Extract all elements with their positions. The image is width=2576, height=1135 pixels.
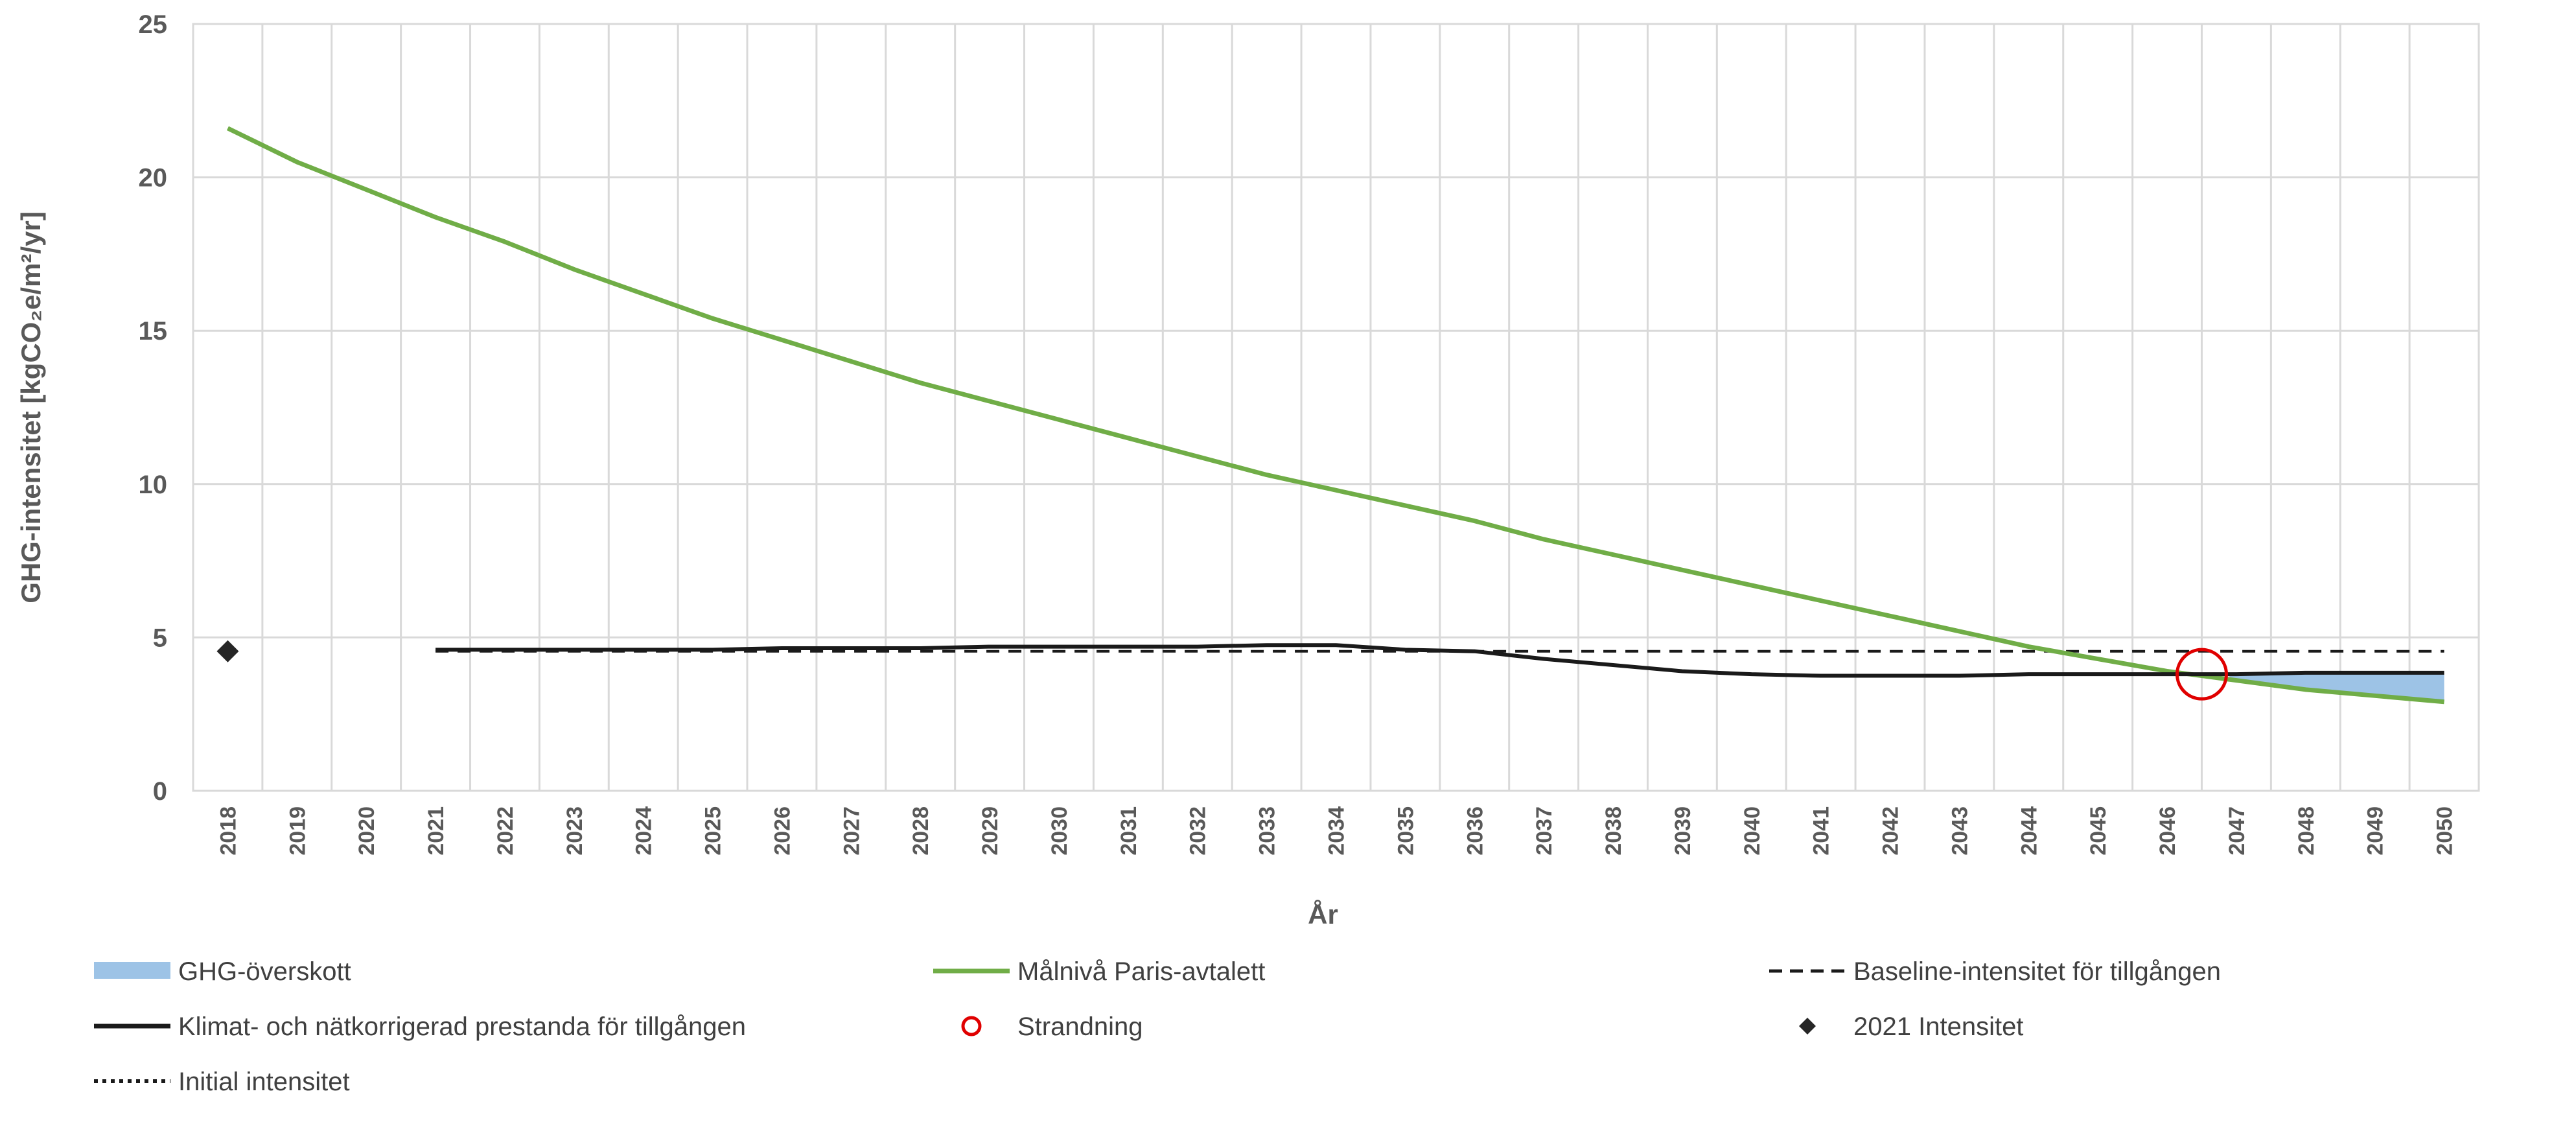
x-tick-label: 2028 [909, 806, 933, 856]
y-axis-title: GHG-intensitet [kgCO₂e/m²/yr] [16, 211, 46, 603]
x-tick-label: 2039 [1671, 806, 1695, 856]
x-tick-label: 2018 [216, 806, 240, 856]
x-tick-label: 2047 [2225, 806, 2249, 856]
x-tick-label: 2043 [1947, 806, 1972, 856]
x-tick-label: 2050 [2433, 806, 2457, 856]
x-tick-label: 2049 [2363, 806, 2388, 856]
legend-swatch-circle [961, 1016, 982, 1036]
x-tick-label: 2040 [1740, 806, 1765, 856]
y-tick-label: 15 [139, 317, 168, 345]
paris-target-line [226, 126, 2444, 705]
x-tick-label: 2026 [770, 806, 795, 856]
x-tick-label: 2024 [632, 806, 656, 856]
x-tick-label: 2048 [2294, 806, 2319, 856]
series-layer [216, 126, 2444, 705]
y-axis-ticks: 0 5 10 15 20 25 [139, 10, 168, 806]
x-tick-label: 2042 [1879, 806, 1903, 856]
stranding-marker [2175, 648, 2228, 701]
legend-item: Initial intensitet [94, 1068, 350, 1096]
x-tick-label: 2033 [1255, 806, 1280, 856]
legend-swatch-area [94, 962, 170, 979]
x-tick-label: 2021 [424, 806, 448, 856]
legend-label: Baseline-intensitet för tillgången [1853, 957, 2221, 986]
x-tick-label: 2020 [354, 806, 379, 856]
x-tick-label: 2034 [1325, 806, 1349, 856]
x-tick-label: 2030 [1047, 806, 1072, 856]
legend-item: Klimat- och nätkorrigerad prestanda för … [94, 1012, 746, 1041]
legend-label: Målnivå Paris-avtalett [1017, 957, 1265, 986]
x-tick-label: 2022 [493, 806, 518, 856]
ghg-excess-area [2229, 672, 2444, 702]
y-tick-label: 5 [153, 624, 167, 652]
legend-item: Baseline-intensitet för tillgången [1769, 957, 2221, 986]
legend-item: Strandning [961, 1012, 1143, 1041]
x-tick-label: 2027 [839, 806, 864, 856]
plot-area-frame [192, 23, 2480, 792]
legend-item: Målnivå Paris-avtalett [933, 957, 1265, 986]
x-tick-label: 2031 [1117, 806, 1141, 856]
y-tick-label: 20 [139, 164, 168, 193]
x-tick-label: 2044 [2017, 806, 2041, 856]
x-tick-label: 2025 [701, 806, 726, 856]
x-tick-label: 2045 [2086, 806, 2111, 856]
y-tick-label: 10 [139, 471, 168, 499]
legend-item: 2021 Intensitet [1799, 1012, 2023, 1041]
x-tick-label: 2023 [563, 806, 587, 856]
legend-label: Initial intensitet [178, 1068, 350, 1096]
y-tick-label: 25 [139, 10, 168, 39]
x-axis-title: År [1308, 899, 1338, 930]
legend-label: Klimat- och nätkorrigerad prestanda för … [178, 1012, 746, 1041]
legend-label: 2021 Intensitet [1853, 1012, 2023, 1041]
x-tick-label: 2037 [1532, 806, 1557, 856]
x-tick-label: 2032 [1186, 806, 1211, 856]
x-tick-label: 2041 [1809, 806, 1834, 856]
intensity-2021-marker [216, 640, 239, 662]
x-tick-label: 2036 [1463, 806, 1487, 856]
legend-item: GHG-överskott [94, 957, 351, 986]
asset-performance-line [435, 643, 2444, 678]
y-tick-label: 0 [153, 777, 167, 806]
legend-swatch-diamond [1799, 1018, 1816, 1035]
x-tick-label: 2035 [1393, 806, 1418, 856]
x-tick-label: 2046 [2155, 806, 2180, 856]
x-axis-ticks: 2018 2019 2020 2021 2022 2023 2024 2025 2026 2027… [216, 806, 2457, 856]
x-tick-label: 2038 [1601, 806, 1626, 856]
x-tick-label: 2029 [978, 806, 1003, 856]
x-tick-label: 2019 [285, 806, 310, 856]
legend-label: Strandning [1017, 1012, 1143, 1041]
legend-label: GHG-överskott [178, 957, 351, 986]
legend: GHG-överskott Målnivå Paris-avtalett Basel… [94, 957, 2221, 1096]
